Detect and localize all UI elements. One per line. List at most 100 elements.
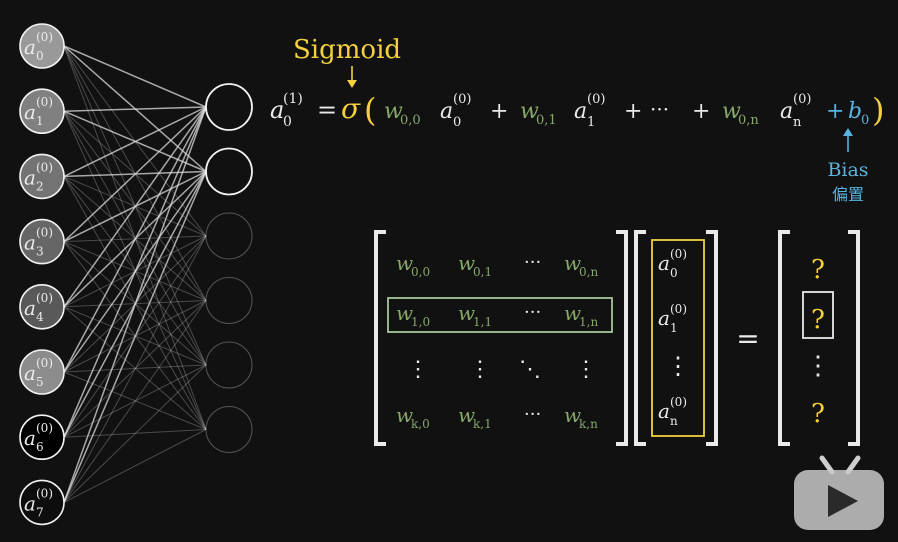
- edge: [63, 171, 207, 503]
- input-neuron: a 2 (0): [19, 153, 65, 200]
- vector-sup: (0): [670, 395, 687, 409]
- matrix-weight: w: [564, 301, 581, 325]
- edge: [63, 106, 207, 243]
- matrix-highlight-row: [387, 297, 613, 333]
- neuron-a: a: [24, 361, 36, 385]
- weight-matrix: w0,0 w0,1 ··· w0,nw1,0 w1,1 ··· w1,n⋮ ⋮ ⋱ ⋮wk,0 wk…: [374, 230, 628, 446]
- term-0-asub: 0: [453, 115, 461, 130]
- play-button[interactable]: [794, 455, 884, 530]
- network-edges: [63, 45, 207, 503]
- bias-label-cn: 偏置: [832, 185, 864, 204]
- neuron-a: a: [24, 100, 36, 124]
- output-layer: [205, 83, 253, 453]
- sigmoid-label: Sigmoid: [293, 35, 401, 65]
- edge: [63, 300, 207, 438]
- term-n-w: w: [722, 99, 741, 124]
- neuron-a: a: [24, 165, 36, 189]
- matrix-weight: w: [458, 301, 475, 325]
- matrix-vdots: ⋮: [469, 357, 491, 382]
- term-1-asub: 1: [587, 115, 595, 130]
- vector-sub: n: [670, 414, 678, 428]
- input-neuron: a 0 (0): [19, 23, 65, 69]
- bias-arrow: [843, 128, 853, 152]
- matrix-weight: w: [396, 251, 413, 275]
- neuron-a: a: [24, 491, 36, 515]
- edge: [63, 429, 207, 503]
- edge: [63, 106, 207, 112]
- plus-1: +: [490, 99, 508, 124]
- term-0-wsub: 0,0: [400, 113, 421, 128]
- neuron-sub: 0: [36, 49, 44, 63]
- result-vdots: ⋮: [805, 351, 831, 381]
- matrix-hdots: ···: [524, 302, 541, 323]
- matrix-left-bracket: [374, 230, 386, 446]
- lhs-a: a: [270, 96, 284, 124]
- neuron-sub: 4: [36, 310, 44, 324]
- neuron-circle: [19, 218, 65, 265]
- output-neuron: [205, 212, 253, 260]
- vector-a: a: [658, 399, 670, 423]
- neuron-sub: 2: [36, 179, 44, 193]
- lhs-sup: (1): [283, 91, 303, 107]
- term-1-w: w: [520, 99, 539, 124]
- output-neuron: [205, 406, 253, 453]
- edge: [63, 45, 207, 108]
- term-n-asup: (0): [793, 92, 811, 107]
- edge: [63, 235, 207, 503]
- neuron-sub: 6: [36, 440, 44, 454]
- edge: [63, 106, 207, 503]
- neuron-a: a: [24, 231, 36, 255]
- edge: [63, 364, 207, 503]
- output-neuron: [205, 277, 253, 324]
- plus-bias: +: [826, 99, 844, 124]
- matrix-weight: w: [396, 403, 413, 427]
- edge: [63, 300, 207, 503]
- input-layer: a 0(0)a 1(0)a 2(0)a 3(0)a 4(0)a 5(0)a 6(0)a 7(0): [19, 23, 65, 526]
- term-0-a: a: [440, 99, 453, 124]
- neuron-sup: (0): [36, 356, 53, 370]
- play-icon: [828, 485, 858, 517]
- matrix-ddots: ⋱: [519, 357, 541, 382]
- neuron-sup: (0): [36, 291, 53, 305]
- term-0-w: w: [384, 99, 403, 124]
- bias-label: Bias: [827, 159, 868, 181]
- output-neuron: [205, 147, 253, 196]
- plus-2: +: [624, 99, 642, 124]
- close-paren: ): [872, 91, 884, 129]
- weighted-sum-equation: Sigmoid a 0 (1) = σ ( w 0,0 a 0 (0) + w …: [270, 35, 884, 204]
- neuron-circle: [19, 349, 65, 395]
- vector-a: a: [658, 251, 670, 275]
- edge: [63, 364, 207, 438]
- input-neuron: a 3 (0): [19, 218, 65, 265]
- neuron-sup: (0): [36, 486, 53, 500]
- matrix-weight-sub: 1,n: [579, 315, 598, 329]
- equals-sign: =: [317, 96, 337, 124]
- matrix-weight: w: [458, 251, 475, 275]
- neuron-circle: [19, 283, 65, 330]
- result-unknown: ?: [811, 399, 825, 429]
- plus-3: +: [692, 99, 710, 124]
- edge: [63, 45, 207, 366]
- result-cells: ?? ⋮?: [805, 255, 831, 429]
- result-left-bracket: [778, 230, 790, 446]
- matrix-right-bracket: [616, 230, 628, 446]
- matrix-weight: w: [396, 301, 413, 325]
- matrix-weight-sub: 0,0: [411, 265, 430, 279]
- bias-b: b: [848, 99, 862, 124]
- matrix-cells: w0,0 w0,1 ··· w0,nw1,0 w1,1 ··· w1,n⋮ ⋮ ⋱ ⋮wk,0 wk…: [396, 251, 598, 431]
- edge: [63, 106, 207, 178]
- bias-sub: 0: [861, 113, 869, 128]
- output-neuron: [205, 83, 253, 131]
- vector-left-bracket: [634, 230, 646, 446]
- neuron-sub: 7: [36, 505, 44, 519]
- output-neuron: [205, 341, 253, 389]
- neuron-sup: (0): [36, 226, 53, 240]
- matrix-weight-sub: 0,1: [473, 265, 492, 279]
- lhs-sub: 0: [283, 114, 292, 130]
- neuron-a: a: [24, 426, 36, 450]
- neuron-sub: 3: [36, 245, 44, 259]
- vector-a: a: [658, 306, 670, 330]
- neuron-sup: (0): [36, 30, 53, 44]
- matrix-weight-sub: 1,0: [411, 315, 430, 329]
